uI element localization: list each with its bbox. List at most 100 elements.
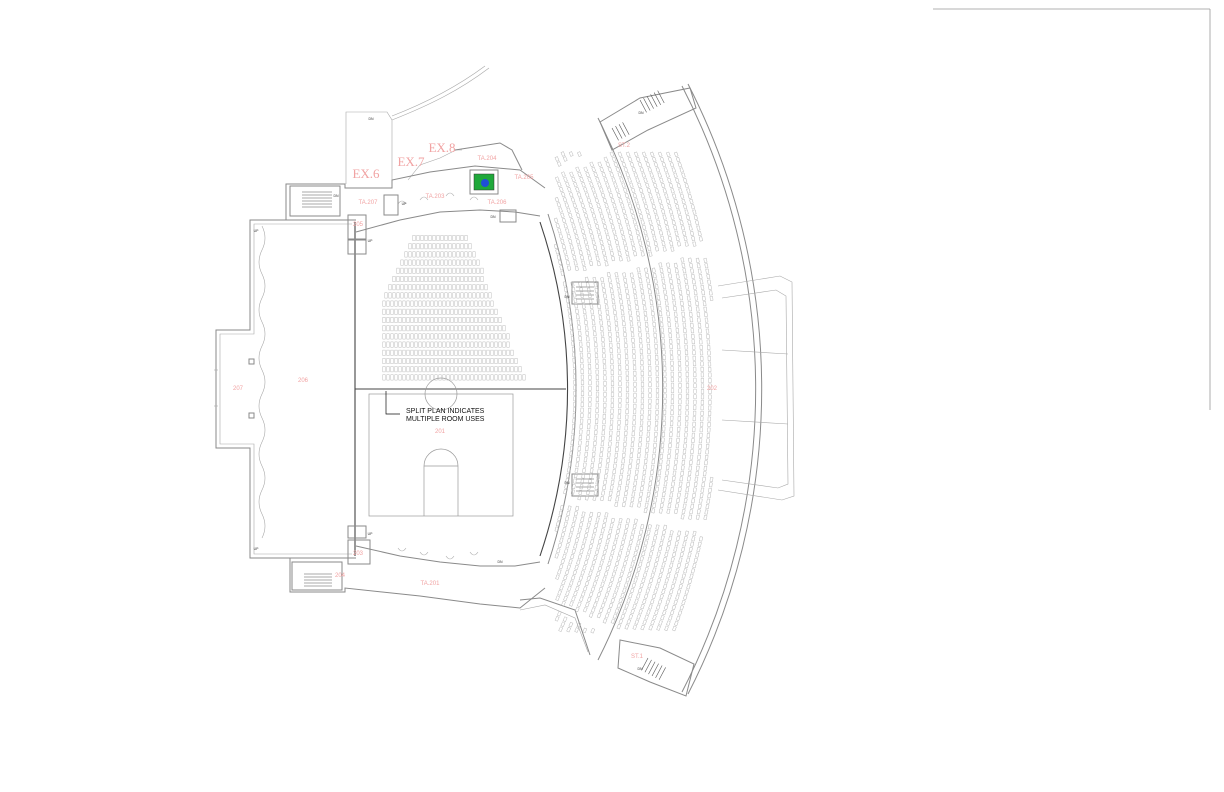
seat [629, 321, 634, 327]
seat [674, 620, 679, 627]
seat [684, 562, 689, 569]
seat [699, 427, 703, 433]
seat [554, 553, 559, 559]
seat [486, 317, 490, 323]
seat [587, 549, 592, 555]
seat [562, 156, 568, 162]
dn-marker: DN [368, 117, 374, 121]
seat [666, 151, 671, 158]
seat [647, 246, 652, 252]
seat [707, 356, 711, 361]
seat [442, 317, 446, 323]
seat [430, 374, 434, 381]
seat [566, 207, 571, 213]
seat [580, 396, 584, 402]
seat [663, 404, 667, 410]
seat [700, 416, 704, 422]
seat [418, 374, 422, 381]
seat [588, 202, 593, 209]
seat [636, 593, 641, 599]
seat [673, 546, 678, 552]
seat [677, 241, 681, 247]
seat [656, 551, 661, 557]
seat [685, 284, 689, 290]
seat [454, 374, 458, 381]
seat [584, 320, 588, 325]
seat [406, 358, 410, 364]
seat [706, 498, 711, 504]
seat [648, 404, 652, 410]
seat [603, 479, 607, 485]
seat [646, 214, 652, 220]
seat [674, 454, 679, 460]
seat [396, 292, 400, 299]
seat [652, 567, 657, 573]
seat [594, 250, 599, 256]
seat [586, 341, 590, 347]
seat [593, 244, 598, 251]
seat [690, 322, 694, 328]
seat [482, 341, 486, 348]
seat [470, 325, 474, 332]
seat [627, 469, 632, 475]
seat [699, 339, 703, 345]
seat [587, 484, 591, 490]
seat [430, 349, 434, 356]
seat [595, 358, 599, 364]
seat [574, 233, 579, 240]
seat [502, 341, 506, 348]
seat [702, 471, 707, 477]
seat [454, 317, 458, 323]
seat [692, 562, 697, 569]
seat [639, 214, 644, 220]
seat [657, 172, 662, 178]
seat [506, 358, 510, 364]
seat [600, 192, 606, 198]
seat [579, 352, 584, 358]
seat [442, 374, 446, 381]
seat [675, 503, 679, 509]
seat [606, 587, 611, 593]
seat [640, 387, 645, 393]
seat [700, 361, 704, 367]
seat [580, 374, 584, 380]
seat [662, 214, 667, 220]
seat [662, 415, 666, 421]
seat [648, 480, 653, 487]
seat [633, 480, 638, 486]
seat [672, 193, 677, 199]
seat [673, 225, 678, 231]
seat [591, 314, 595, 320]
seat [613, 161, 619, 168]
seat [705, 449, 709, 455]
seat [486, 358, 490, 364]
seat [686, 557, 691, 563]
seat [642, 224, 647, 230]
seat [622, 447, 627, 453]
seat [610, 479, 615, 485]
seat [562, 197, 568, 203]
seat [404, 276, 408, 282]
seat [679, 605, 684, 611]
seat [691, 333, 695, 339]
seat [416, 243, 420, 250]
seat [658, 464, 662, 470]
seat [670, 583, 676, 590]
seat [669, 562, 674, 568]
seat [663, 219, 669, 226]
seat [454, 349, 458, 356]
seat [510, 349, 514, 356]
split-plan-note: SPLIT PLAN INDICATES MULTIPLE ROOM USES [385, 391, 485, 423]
seat [667, 454, 671, 460]
seat [420, 292, 424, 299]
seat [663, 604, 669, 610]
seat [498, 374, 502, 381]
seat [674, 317, 679, 322]
seat [598, 457, 603, 463]
seat [652, 502, 657, 508]
seat [470, 366, 474, 373]
seat [460, 276, 464, 282]
seat [663, 377, 667, 382]
seat [557, 569, 562, 575]
seat [670, 410, 674, 416]
